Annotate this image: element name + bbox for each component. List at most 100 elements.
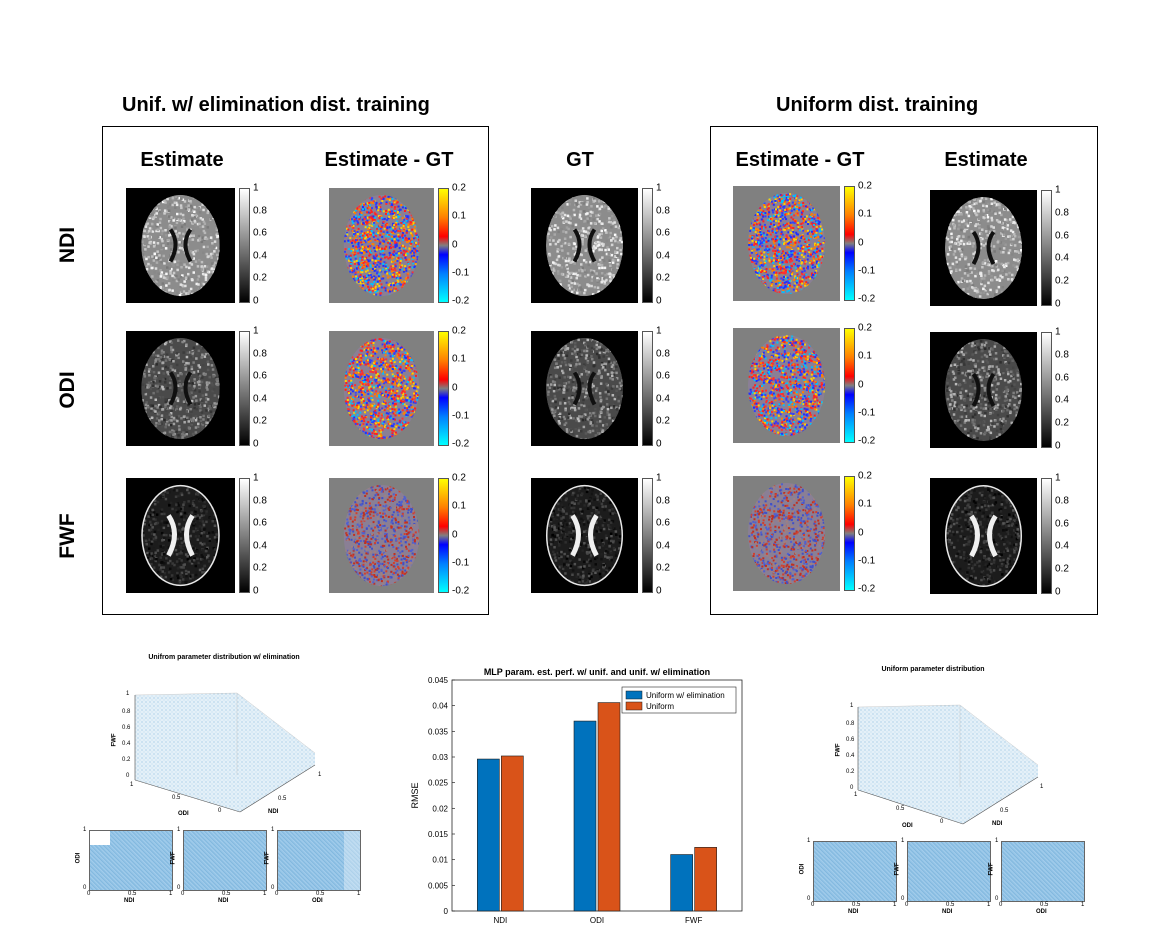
y-tick-label: 0.035 bbox=[428, 727, 449, 736]
colorbar-tick-label: 0 bbox=[656, 295, 662, 307]
plot-area bbox=[451, 679, 743, 912]
panel-ytick: 0 bbox=[995, 896, 999, 902]
left-diff-ndi-colorbar bbox=[438, 188, 449, 303]
colorbar-tick-label: -0.1 bbox=[858, 407, 876, 419]
colorbar-tick-label: -0.2 bbox=[452, 295, 470, 307]
colorbar-tick-labels: 0.2 0.1 0 -0.1 -0.2 bbox=[452, 326, 482, 450]
colorbar-tick-label: 0.1 bbox=[452, 210, 466, 222]
colorbar-tick-label: -0.1 bbox=[452, 557, 470, 569]
left-estimate-fwf-image bbox=[126, 478, 235, 593]
panel-xtick: 0.5 bbox=[222, 891, 231, 897]
left_dist-panel-2 bbox=[183, 830, 267, 891]
right-3d-ztick-2: 0.6 bbox=[846, 737, 855, 743]
colorbar-tick-label: 0.1 bbox=[452, 500, 466, 512]
right-estimate-odi-colorbar bbox=[1041, 332, 1052, 448]
right-diff-fwf-colorbar bbox=[844, 476, 855, 591]
panel-ytick: 0 bbox=[83, 885, 87, 891]
colorbar-tick-label: 1 bbox=[656, 325, 662, 337]
colorbar-tick-label: 0 bbox=[1055, 440, 1061, 452]
eliminated-region bbox=[344, 831, 360, 890]
colorbar-tick-label: 0.8 bbox=[656, 495, 670, 507]
colorbar-tick-labels: 1 0.8 0.6 0.4 0.2 0 bbox=[1055, 473, 1085, 598]
legend-swatch bbox=[625, 690, 643, 700]
colorbar-tick-label: 0.8 bbox=[656, 348, 670, 360]
panel-ylabel: ODI bbox=[75, 852, 82, 864]
colorbar-tick-label: 0 bbox=[858, 237, 864, 248]
left-diff-odi-image bbox=[329, 331, 434, 446]
colorbar-tick-label: 0 bbox=[452, 382, 458, 393]
left-diff-fwf-colorbar bbox=[438, 478, 449, 593]
left-3d-ndi-label: NDI bbox=[268, 809, 279, 815]
colorbar-tick-labels: 0.2 0.1 0 -0.1 -0.2 bbox=[858, 181, 888, 305]
colorbar-tick-label: -0.2 bbox=[858, 435, 876, 447]
panel-xtick: 1 bbox=[169, 891, 173, 897]
colorbar-tick-label: 0.4 bbox=[253, 393, 267, 405]
col-gt: GT bbox=[566, 149, 594, 171]
colorbar-tick-label: 0.2 bbox=[253, 415, 267, 427]
y-axis-label: RMSE bbox=[410, 782, 420, 808]
panel-ylabel: ODI bbox=[799, 863, 806, 875]
colorbar-tick-label: 0.8 bbox=[1055, 349, 1069, 361]
y-tick-label: 0.04 bbox=[432, 702, 448, 711]
right-frame bbox=[710, 126, 1098, 615]
colorbar-tick-labels: 1 0.8 0.6 0.4 0.2 0 bbox=[656, 326, 686, 450]
colorbar-tick-label: 0.2 bbox=[1055, 417, 1069, 429]
colorbar-tick-label: 0.2 bbox=[656, 415, 670, 427]
y-tick-label: 0 bbox=[444, 907, 449, 916]
x-tick-label: FWF bbox=[685, 916, 702, 925]
right-diff-odi-image bbox=[733, 328, 840, 443]
colorbar-tick-label: 0 bbox=[656, 438, 662, 450]
left-3d-odi-tick-0: 1 bbox=[130, 782, 134, 788]
legend-swatch bbox=[625, 701, 643, 711]
left-3d-ndi-tick-0: 0.5 bbox=[278, 796, 287, 802]
left-3d-ztick-5: 0 bbox=[126, 773, 130, 779]
panel-xtick: 0.5 bbox=[852, 902, 861, 908]
colorbar-tick-label: 1 bbox=[656, 182, 662, 194]
colorbar-tick-label: 0.6 bbox=[656, 517, 670, 529]
colorbar-tick-label: 1 bbox=[253, 182, 259, 194]
panel-ylabel: FWF bbox=[894, 862, 901, 876]
colorbar-tick-label: 0 bbox=[253, 585, 259, 597]
panel-xtick: 0 bbox=[275, 891, 279, 897]
y-tick-label: 0.03 bbox=[432, 753, 448, 762]
left-3d-ztick-2: 0.6 bbox=[122, 725, 131, 731]
colorbar-tick-label: 0.4 bbox=[1055, 540, 1069, 552]
colorbar-tick-label: 0.2 bbox=[858, 470, 872, 482]
colorbar-tick-label: 0.8 bbox=[253, 348, 267, 360]
left_dist-panel-1 bbox=[89, 830, 173, 891]
panel-xlabel: ODI bbox=[312, 898, 323, 904]
gt-odi-colorbar bbox=[642, 331, 653, 446]
right-3d-odi-label: ODI bbox=[902, 823, 913, 829]
colorbar-tick-label: 0.8 bbox=[1055, 207, 1069, 219]
colorbar-tick-label: 1 bbox=[656, 472, 662, 484]
colorbar-tick-label: -0.2 bbox=[858, 293, 876, 305]
colorbar-tick-label: 0.6 bbox=[253, 517, 267, 529]
colorbar-tick-label: 0.1 bbox=[858, 498, 872, 510]
panel-xtick: 0 bbox=[905, 902, 909, 908]
y-tick-label: 0.005 bbox=[428, 881, 449, 890]
colorbar-tick-label: 0 bbox=[1055, 586, 1061, 598]
right-3d-ztick-1: 0.8 bbox=[846, 721, 855, 727]
colorbar-tick-labels: 1 0.8 0.6 0.4 0.2 0 bbox=[253, 183, 283, 307]
right-diff-ndi-colorbar bbox=[844, 186, 855, 301]
colorbar-tick-label: 0.4 bbox=[656, 393, 670, 405]
panel-ytick: 0 bbox=[271, 885, 275, 891]
panel-xtick: 1 bbox=[1081, 902, 1085, 908]
left-3d-zlabel: FWF bbox=[111, 733, 118, 747]
colorbar-tick-label: 0.6 bbox=[656, 227, 670, 239]
col-left-estimate: Estimate bbox=[140, 149, 224, 171]
bar-fwf-series-2 bbox=[694, 847, 717, 912]
colorbar-tick-labels: 0.2 0.1 0 -0.1 -0.2 bbox=[858, 471, 888, 595]
panel-xtick: 0 bbox=[181, 891, 185, 897]
colorbar-tick-labels: 1 0.8 0.6 0.4 0.2 0 bbox=[1055, 327, 1085, 452]
colorbar-tick-label: -0.1 bbox=[452, 410, 470, 422]
colorbar-tick-label: 0.1 bbox=[858, 208, 872, 220]
bar-fwf-series-1 bbox=[670, 854, 693, 912]
bar-ndi-series-2 bbox=[501, 755, 524, 912]
gt-ndi-colorbar bbox=[642, 188, 653, 303]
right-3d-ndi-tick-1: 1 bbox=[1040, 784, 1044, 790]
left-3d-odi-tick-2: 0 bbox=[218, 808, 222, 814]
panel-ytick: 0 bbox=[807, 896, 811, 902]
right_dist-panel-2 bbox=[907, 841, 991, 902]
